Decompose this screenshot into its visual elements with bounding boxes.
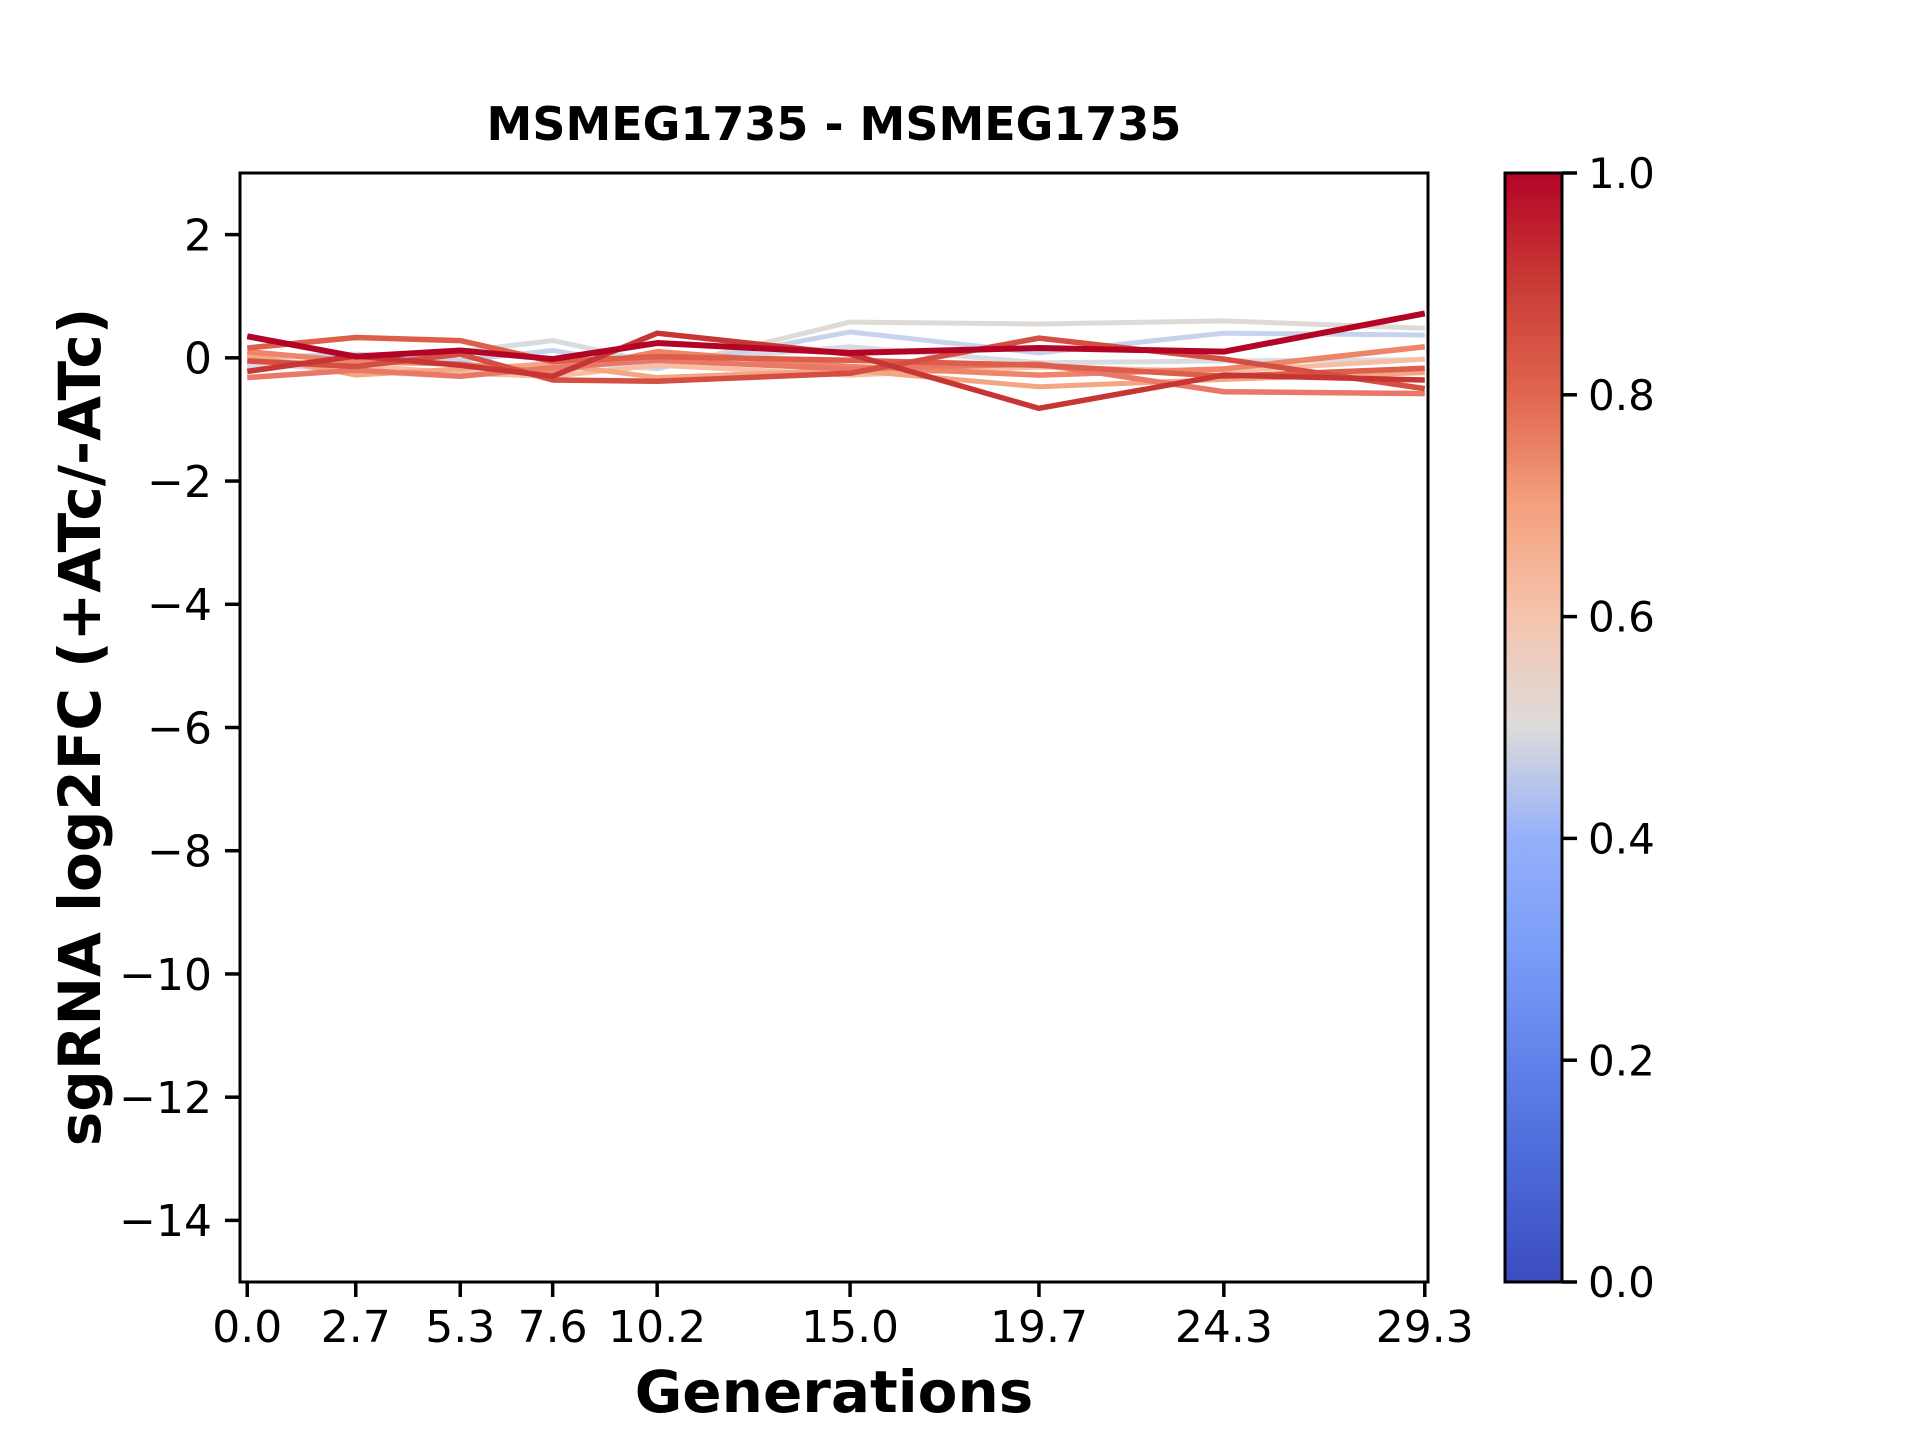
y-axis-label: sgRNA log2FC (+ATc/-ATc) xyxy=(46,308,114,1146)
x-tick-label: 15.0 xyxy=(801,1302,899,1353)
y-axis-ticks: 2 0 −2 −4 −6 −8 −10 −12 −14 xyxy=(119,210,240,1247)
y-tick-label: 0 xyxy=(184,334,212,385)
colorbar-tick-label: 0.6 xyxy=(1588,593,1655,642)
x-tick-label: 0.0 xyxy=(212,1302,282,1353)
x-axis-ticks: 0.0 2.7 5.3 7.6 10.2 15.0 19.7 24.3 29.3 xyxy=(212,1282,1474,1353)
colorbar-tick-label: 0.8 xyxy=(1588,371,1655,420)
colorbar-ticks: 1.0 0.8 0.6 0.4 0.2 0.0 xyxy=(1562,149,1655,1307)
y-tick-label: −2 xyxy=(147,457,212,508)
colorbar-tick-label: 1.0 xyxy=(1588,149,1655,198)
y-tick-label: −4 xyxy=(147,580,212,631)
y-tick-label: −14 xyxy=(119,1196,212,1247)
colorbar-tick-label: 0.4 xyxy=(1588,815,1655,864)
y-tick-label: −8 xyxy=(147,827,212,878)
colorbar-bar xyxy=(1503,171,1564,1284)
x-tick-label: 7.6 xyxy=(518,1302,588,1353)
colorbar: 1.0 0.8 0.6 0.4 0.2 0.0 xyxy=(1503,149,1655,1307)
y-tick-label: −10 xyxy=(119,950,212,1001)
x-tick-label: 10.2 xyxy=(608,1302,706,1353)
series-line-sgRNA-red-1 xyxy=(246,330,1425,412)
x-tick-label: 29.3 xyxy=(1376,1302,1474,1353)
x-tick-label: 5.3 xyxy=(425,1302,495,1353)
x-tick-label: 2.7 xyxy=(321,1302,391,1353)
y-tick-label: −6 xyxy=(147,703,212,754)
x-tick-label: 19.7 xyxy=(990,1302,1088,1353)
series-line-sgRNA-darkred-1 xyxy=(246,310,1426,363)
series-line-sgRNA-salmon-2 xyxy=(247,357,1425,397)
series-lines xyxy=(246,310,1426,412)
x-tick-label: 24.3 xyxy=(1175,1302,1273,1353)
chart-title: MSMEG1735 - MSMEG1735 xyxy=(487,97,1182,151)
colorbar-tick-label: 0.0 xyxy=(1588,1258,1655,1307)
series-line-sgRNA-salmon-1 xyxy=(246,334,1425,380)
x-axis-label: Generations xyxy=(635,1358,1034,1426)
y-tick-label: −12 xyxy=(119,1073,212,1124)
colorbar-tick-label: 0.2 xyxy=(1588,1036,1655,1085)
y-tick-label: 2 xyxy=(184,210,212,261)
